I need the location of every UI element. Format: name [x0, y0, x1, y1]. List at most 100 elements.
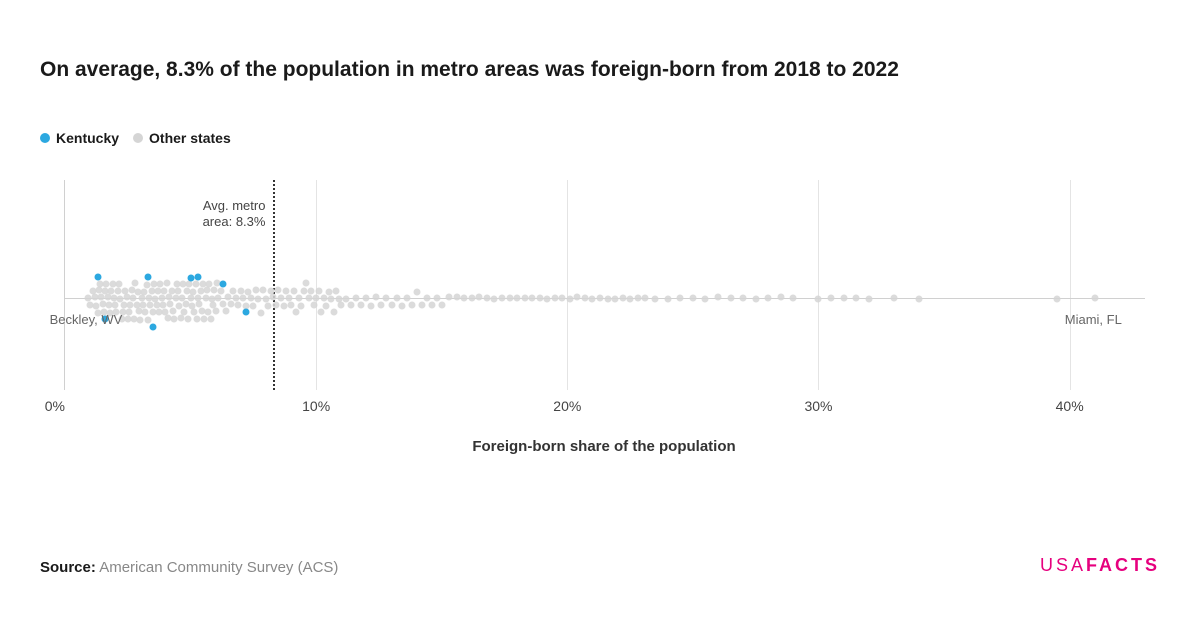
data-point-other [144, 316, 151, 323]
data-point-other [483, 294, 490, 301]
data-point-other [129, 294, 136, 301]
data-point-other [840, 294, 847, 301]
gridline [818, 180, 819, 390]
data-point-other [1054, 295, 1061, 302]
data-point-other [408, 301, 415, 308]
data-point-other [358, 301, 365, 308]
data-point-other [506, 295, 513, 302]
data-point-other [142, 309, 149, 316]
data-point-other [139, 301, 146, 308]
data-point-other [413, 288, 420, 295]
data-point-other [634, 295, 641, 302]
data-point-other [255, 295, 262, 302]
data-point-other [499, 295, 506, 302]
data-point-other [192, 280, 199, 287]
data-point-other [240, 294, 247, 301]
data-point-other [295, 294, 302, 301]
data-point-other [262, 295, 269, 302]
data-point-highlight [195, 273, 202, 280]
data-point-other [363, 295, 370, 302]
data-point-other [272, 301, 279, 308]
data-point-other [235, 302, 242, 309]
x-tick-label: 40% [1056, 398, 1084, 414]
x-tick-label: 30% [804, 398, 832, 414]
plot-area: 0%10%20%30%40%Avg. metro area: 8.3%Beckl… [64, 180, 1144, 390]
data-point-other [612, 295, 619, 302]
data-point-other [453, 294, 460, 301]
data-point-other [740, 295, 747, 302]
data-point-other [288, 301, 295, 308]
data-point-other [257, 309, 264, 316]
data-point-other [320, 295, 327, 302]
data-point-other [220, 301, 227, 308]
brand-usa: USA [1040, 555, 1086, 575]
data-point-other [468, 295, 475, 302]
data-point-other [278, 295, 285, 302]
x-tick-label: 10% [302, 398, 330, 414]
data-point-other [393, 295, 400, 302]
callout-max: Miami, FL [1065, 312, 1122, 327]
x-axis-title: Foreign-born share of the population [64, 438, 1144, 455]
data-point-other [652, 295, 659, 302]
data-point-other [217, 287, 224, 294]
data-point-other [222, 308, 229, 315]
data-point-other [589, 295, 596, 302]
data-point-other [328, 295, 335, 302]
beeswarm-chart: 0%10%20%30%40%Avg. metro area: 8.3%Beckl… [64, 180, 1144, 390]
legend-label-other: Other states [149, 130, 231, 146]
source-value: American Community Survey (ACS) [99, 559, 338, 576]
x-tick-label: 20% [553, 398, 581, 414]
data-point-other [126, 308, 133, 315]
data-point-other [915, 295, 922, 302]
data-point-other [280, 302, 287, 309]
data-point-other [581, 294, 588, 301]
data-point-other [566, 295, 573, 302]
data-point-other [777, 294, 784, 301]
data-point-other [207, 315, 214, 322]
legend-dot-highlight [40, 133, 50, 143]
data-point-other [114, 288, 121, 295]
data-point-other [619, 295, 626, 302]
data-point-other [1091, 294, 1098, 301]
data-point-other [378, 301, 385, 308]
data-point-other [300, 288, 307, 295]
data-point-highlight [220, 280, 227, 287]
data-point-other [227, 301, 234, 308]
brand-facts: FACTS [1086, 555, 1160, 575]
data-point-other [212, 308, 219, 315]
legend-label-highlight: Kentucky [56, 130, 119, 146]
gridline [316, 180, 317, 390]
data-point-other [260, 287, 267, 294]
data-point-other [702, 295, 709, 302]
data-point-other [313, 295, 320, 302]
source-label: Source: [40, 559, 96, 576]
data-point-other [203, 287, 210, 294]
data-point-other [348, 302, 355, 309]
data-point-other [175, 287, 182, 294]
data-point-other [428, 301, 435, 308]
source-line: Source: American Community Survey (ACS) [40, 559, 338, 576]
data-point-other [232, 294, 239, 301]
data-point-other [476, 294, 483, 301]
data-point-other [330, 308, 337, 315]
data-point-other [293, 309, 300, 316]
data-point-other [388, 302, 395, 309]
data-point-other [664, 295, 671, 302]
data-point-highlight [149, 323, 156, 330]
avg-reference-line [273, 180, 275, 390]
data-point-other [318, 308, 325, 315]
data-point-other [270, 294, 277, 301]
data-point-other [853, 294, 860, 301]
data-point-other [187, 295, 194, 302]
data-point-highlight [242, 309, 249, 316]
data-point-other [315, 287, 322, 294]
data-point-other [275, 287, 282, 294]
data-point-other [205, 308, 212, 315]
data-point-other [283, 287, 290, 294]
data-point-other [551, 294, 558, 301]
data-point-other [383, 294, 390, 301]
data-point-other [290, 287, 297, 294]
data-point-other [177, 315, 184, 322]
data-point-other [298, 302, 305, 309]
data-point-other [303, 280, 310, 287]
